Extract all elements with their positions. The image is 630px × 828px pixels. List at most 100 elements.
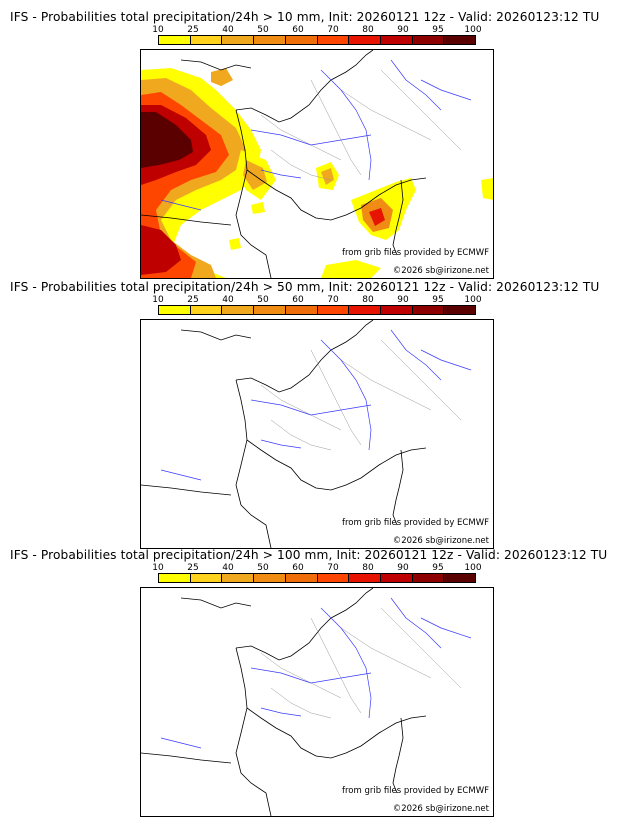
coastline: [235, 50, 374, 123]
colorbar-segment: [444, 306, 476, 314]
borders: [260, 339, 462, 451]
panel-100mm: IFS - Probabilities total precipitation/…: [0, 548, 630, 818]
colorbar-segment: [444, 574, 476, 582]
border: [340, 359, 432, 411]
map-canvas: [141, 320, 472, 548]
river: [320, 607, 372, 719]
border: [340, 89, 432, 141]
coastline: [392, 179, 404, 256]
rivers: [160, 59, 472, 211]
precip-area-atlantic: [141, 112, 193, 168]
colorbar-segment: [159, 36, 191, 44]
coastline: [180, 329, 252, 341]
colorbar-segment: [349, 36, 381, 44]
map-100mm: from grib files provided by ECMWF ©2026 …: [140, 587, 494, 817]
border: [310, 349, 362, 446]
colorbar-labels: 10 25 40 50 60 70 80 90 95 100: [148, 563, 488, 573]
precip-area-small: [229, 238, 241, 250]
data-source-credit: from grib files provided by ECMWF: [342, 518, 489, 528]
colorbar-segment: [285, 306, 318, 314]
colorbar-tick-label: 90: [397, 295, 409, 305]
panel-10mm: IFS - Probabilities total precipitation/…: [0, 10, 630, 280]
river: [390, 329, 442, 381]
colorbar-tick-label: 100: [464, 563, 482, 573]
colorbar-tick-label: 95: [432, 25, 444, 35]
colorbar-segment: [412, 574, 445, 582]
colorbar-tick-label: 40: [222, 25, 234, 35]
border: [270, 687, 332, 719]
colorbar-segment: [254, 36, 286, 44]
colorbar-tick-label: 40: [222, 295, 234, 305]
borders: [260, 69, 462, 181]
colorbar-tick-label: 70: [327, 295, 339, 305]
colorbar-tick-label: 90: [397, 25, 409, 35]
river: [260, 169, 302, 179]
colorbar-segment: [380, 574, 413, 582]
colorbar-segment: [254, 306, 286, 314]
coastlines: [141, 50, 427, 278]
map-10mm: from grib files provided by ECMWF ©2026 …: [140, 49, 494, 279]
map-title: IFS - Probabilities total precipitation/…: [10, 10, 600, 24]
colorbar-segment: [285, 36, 318, 44]
precip-area-biscay: [243, 160, 267, 190]
precip-field: [141, 68, 493, 278]
colorbar-segment: [190, 306, 223, 314]
colorbar-tick-label: 25: [187, 295, 199, 305]
coastline: [246, 707, 427, 759]
colorbar-segment: [349, 306, 381, 314]
colorbar-tick-label: 25: [187, 563, 199, 573]
coastline: [246, 439, 427, 491]
colorbar-tick-label: 95: [432, 563, 444, 573]
precip-area-tyrrhenian: [369, 208, 385, 226]
river: [320, 69, 372, 181]
precip-area-gulf-of-lion: [321, 168, 334, 185]
colorbar-tick-label: 60: [292, 563, 304, 573]
map-canvas: [141, 588, 472, 816]
colorbar-labels: 10 25 40 50 60 70 80 90 95 100: [148, 25, 488, 35]
colorbar-tick-label: 90: [397, 563, 409, 573]
colorbar-tick-label: 10: [152, 295, 164, 305]
precip-area-east: [481, 178, 493, 200]
border: [340, 627, 432, 679]
coastlines: [141, 320, 427, 548]
border: [270, 149, 332, 181]
colorbar-segment: [190, 574, 223, 582]
map-title: IFS - Probabilities total precipitation/…: [10, 548, 608, 562]
colorbar-tick-label: 100: [464, 25, 482, 35]
colorbar-segment: [285, 574, 318, 582]
rivers: [160, 597, 472, 749]
copyright: ©2026 sb@irizone.net: [392, 266, 489, 276]
colorbar-tick-label: 10: [152, 25, 164, 35]
colorbar-labels: 10 25 40 50 60 70 80 90 95 100: [148, 295, 488, 305]
border: [380, 607, 462, 689]
copyright: ©2026 sb@irizone.net: [392, 536, 489, 546]
colorbar-segment: [222, 574, 255, 582]
coastline: [246, 169, 427, 221]
colorbar-tick-label: 60: [292, 295, 304, 305]
border: [310, 79, 362, 176]
river: [250, 129, 372, 146]
colorbar-segment: [317, 574, 350, 582]
colorbar-segment: [222, 306, 255, 314]
coastlines: [141, 588, 427, 816]
river: [160, 737, 202, 749]
map-canvas: [141, 50, 493, 278]
coastline: [235, 379, 272, 548]
coastline: [141, 484, 232, 496]
rivers: [160, 329, 472, 481]
colorbar-segment: [190, 36, 223, 44]
colorbar-tick-label: 80: [362, 563, 374, 573]
colorbar-tick-label: 80: [362, 25, 374, 35]
river: [260, 439, 302, 449]
river: [160, 469, 202, 481]
coastline: [392, 717, 404, 794]
river: [390, 597, 442, 649]
colorbar-segment: [159, 574, 191, 582]
river: [250, 399, 372, 416]
border: [310, 617, 362, 714]
colorbar-segment: [317, 36, 350, 44]
colorbar-segment: [412, 306, 445, 314]
colorbar-tick-label: 100: [464, 295, 482, 305]
panel-50mm: IFS - Probabilities total precipitation/…: [0, 280, 630, 550]
colorbar-segment: [254, 574, 286, 582]
